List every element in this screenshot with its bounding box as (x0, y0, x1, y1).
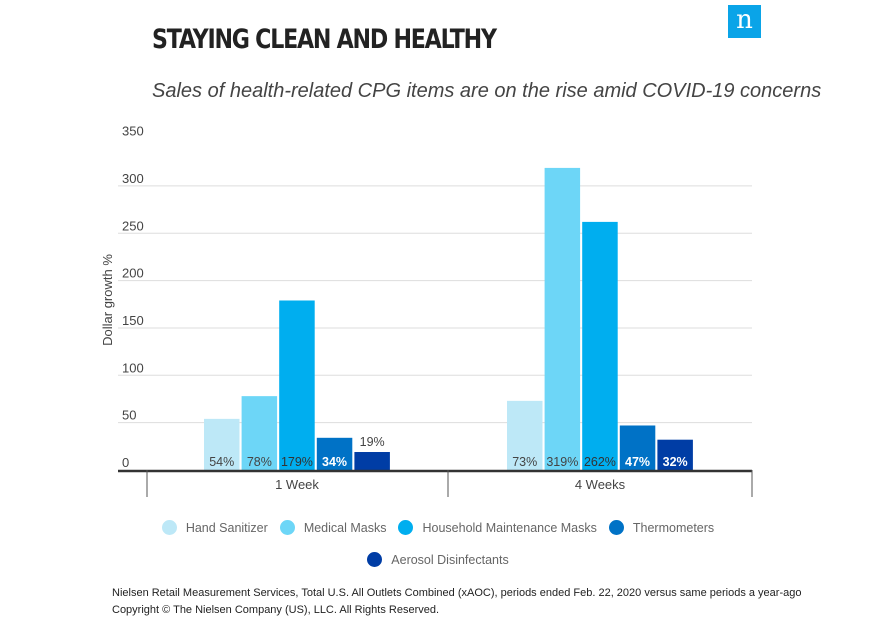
legend-label: Medical Masks (303, 520, 387, 535)
legend-row-1: Hand Sanitizer Medical Masks Household Mai… (0, 520, 876, 538)
bar-household-maintenance-masks (582, 221, 618, 470)
y-tick-label: 100 (122, 360, 144, 375)
legend-item[interactable]: Aerosol Disinfectants (367, 552, 509, 567)
legend-item[interactable]: Thermometers (608, 520, 715, 535)
legend-dot-icon (367, 552, 383, 567)
y-axis-label: Dollar growth % (100, 254, 115, 346)
data-label: 34% (322, 455, 347, 469)
data-label: 319% (546, 455, 578, 469)
data-label: 78% (247, 455, 272, 469)
y-tick-label: 250 (122, 218, 144, 233)
y-tick-label: 350 (122, 124, 144, 139)
legend-label: Hand Sanitizer (185, 520, 268, 535)
legend-dot-icon (398, 520, 414, 535)
y-tick-label: 300 (122, 171, 144, 186)
bar-hand-sanitizer (204, 418, 240, 470)
legend-label: Aerosol Disinfectants (391, 552, 509, 567)
chart-title: STAYING CLEAN AND HEALTHY (152, 24, 497, 55)
x-tick-label: 1 Week (275, 477, 319, 492)
bar-household-maintenance-masks (279, 300, 315, 470)
legend-label: Household Maintenance Masks (422, 520, 597, 535)
bar-thermometers (619, 425, 656, 470)
data-label: 73% (512, 455, 537, 469)
legend-row-2: Aerosol Disinfectants (0, 552, 876, 570)
source-note: Nielsen Retail Measurement Services, Tot… (112, 587, 802, 599)
legend-item[interactable]: Hand Sanitizer (161, 520, 268, 535)
data-label: 32% (663, 455, 688, 469)
y-tick-label: 50 (122, 408, 136, 423)
chart-subtitle: Sales of health-related CPG items are on… (152, 80, 822, 102)
legend-dot-icon (161, 520, 177, 535)
data-label: 19% (360, 435, 385, 449)
copyright-note: Copyright © The Nielsen Company (US), LL… (112, 604, 440, 616)
legend-item[interactable]: Household Maintenance Masks (398, 520, 597, 535)
legend-dot-icon (608, 520, 624, 535)
legend-dot-icon (279, 520, 295, 535)
y-tick-label: 200 (122, 266, 144, 281)
y-tick-label: 0 (122, 455, 129, 470)
y-tick-label: 150 (122, 313, 144, 328)
bar-thermometers (316, 437, 353, 470)
bar-medical-masks (241, 396, 278, 470)
legend-item[interactable]: Medical Masks (279, 520, 387, 535)
bar-medical-masks (544, 167, 581, 471)
data-label: 54% (209, 455, 234, 469)
data-label: 262% (584, 455, 616, 469)
data-label: 179% (281, 455, 313, 469)
bar-aerosol-disinfectants (657, 439, 693, 470)
bar-aerosol-disinfectants (354, 452, 390, 470)
legend-label: Thermometers (632, 520, 715, 535)
bar-hand-sanitizer (507, 400, 543, 470)
nielsen-logo: n (728, 5, 761, 38)
x-tick-label: 4 Weeks (575, 477, 626, 492)
data-label: 47% (625, 455, 650, 469)
